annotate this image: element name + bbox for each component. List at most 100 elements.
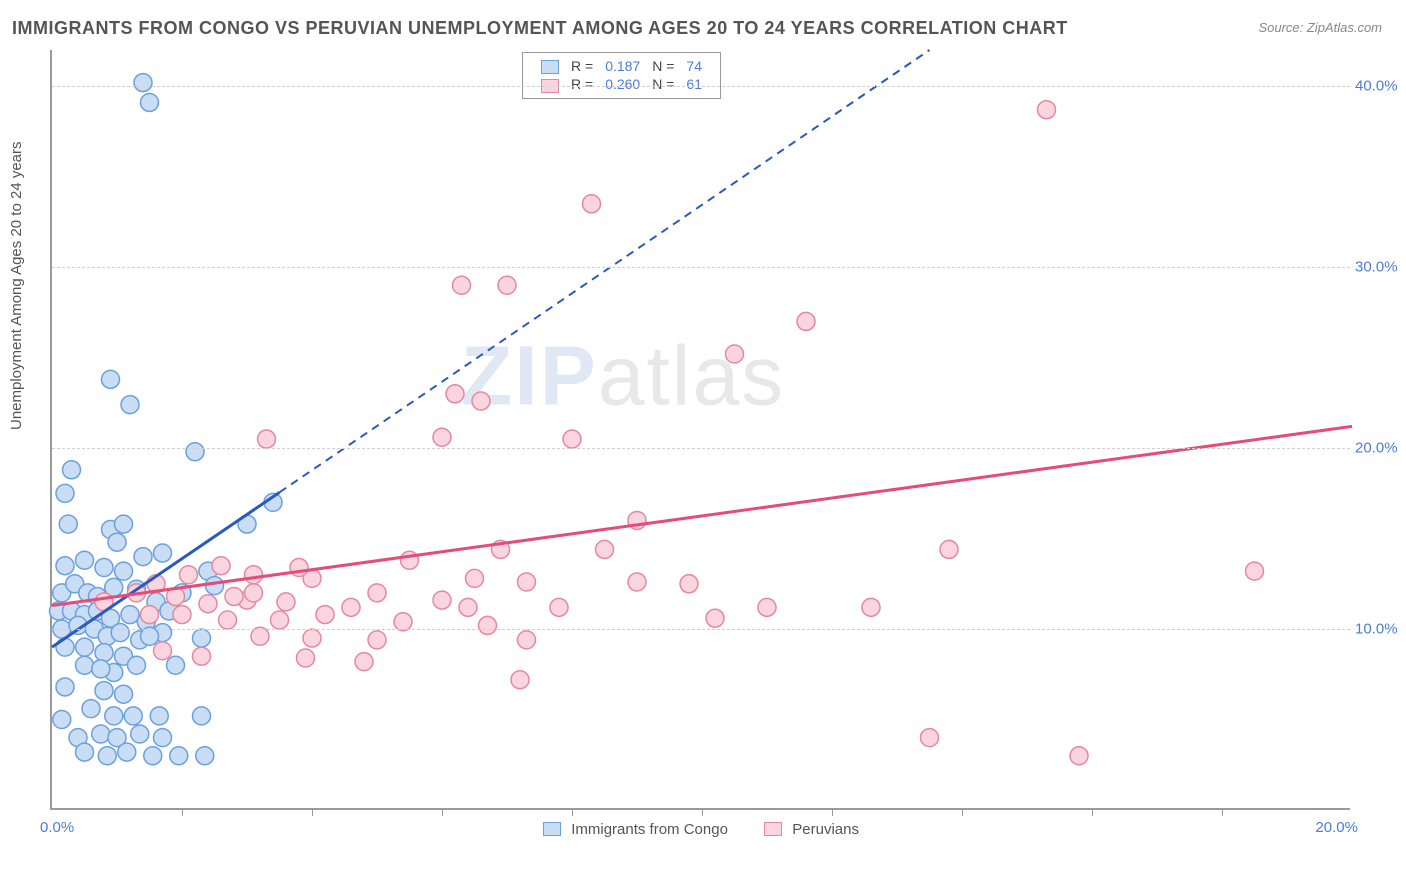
- r-value-1: 0.187: [599, 57, 646, 75]
- data-point: [921, 729, 939, 747]
- data-point: [193, 629, 211, 647]
- legend-item-series1: Immigrants from Congo: [543, 821, 728, 838]
- data-point: [111, 624, 129, 642]
- r-label-1: R =: [565, 57, 599, 75]
- data-point: [459, 598, 477, 616]
- data-point: [550, 598, 568, 616]
- data-point: [1038, 101, 1056, 119]
- data-point: [680, 575, 698, 593]
- n-value-1: 74: [680, 57, 708, 75]
- data-point: [472, 392, 490, 410]
- data-point: [76, 638, 94, 656]
- data-point: [173, 606, 191, 624]
- data-point: [56, 678, 74, 696]
- legend-label-series1: Immigrants from Congo: [571, 821, 728, 838]
- n-value-2: 61: [680, 75, 708, 93]
- data-point: [92, 725, 110, 743]
- data-point: [245, 584, 263, 602]
- data-point: [63, 461, 81, 479]
- x-tick: [572, 808, 573, 816]
- data-point: [121, 396, 139, 414]
- data-point: [82, 700, 100, 718]
- chart-container: IMMIGRANTS FROM CONGO VS PERUVIAN UNEMPL…: [0, 0, 1406, 892]
- chart-title: IMMIGRANTS FROM CONGO VS PERUVIAN UNEMPL…: [12, 18, 1068, 39]
- data-point: [433, 591, 451, 609]
- data-point: [583, 195, 601, 213]
- data-point: [518, 631, 536, 649]
- r-label-2: R =: [565, 75, 599, 93]
- data-point: [466, 569, 484, 587]
- legend-row-series2: R = 0.260 N = 61: [535, 75, 708, 93]
- n-label-1: N =: [646, 57, 680, 75]
- swatch-bottom-series2: [764, 822, 782, 836]
- data-point: [797, 312, 815, 330]
- data-point: [563, 430, 581, 448]
- y-tick-label: 30.0%: [1355, 259, 1406, 276]
- x-tick: [442, 808, 443, 816]
- data-point: [212, 557, 230, 575]
- data-point: [170, 747, 188, 765]
- data-point: [446, 385, 464, 403]
- data-point: [76, 551, 94, 569]
- data-point: [141, 606, 159, 624]
- gridline-h: [52, 86, 1350, 87]
- data-point: [144, 747, 162, 765]
- data-point: [76, 656, 94, 674]
- x-tick: [182, 808, 183, 816]
- data-point: [134, 74, 152, 92]
- gridline-h: [52, 267, 1350, 268]
- data-point: [479, 616, 497, 634]
- data-point: [225, 587, 243, 605]
- data-point: [303, 629, 321, 647]
- data-point: [245, 566, 263, 584]
- data-point: [277, 593, 295, 611]
- data-point: [196, 747, 214, 765]
- data-point: [134, 548, 152, 566]
- data-point: [56, 484, 74, 502]
- x-tick: [702, 808, 703, 816]
- data-point: [102, 370, 120, 388]
- plot-area: ZIPatlas R = 0.187 N = 74 R = 0.260 N = …: [50, 50, 1350, 810]
- data-point: [193, 707, 211, 725]
- x-tick: [962, 808, 963, 816]
- data-point: [53, 711, 71, 729]
- data-point: [368, 584, 386, 602]
- data-point: [186, 443, 204, 461]
- data-point: [758, 598, 776, 616]
- r-value-2: 0.260: [599, 75, 646, 93]
- data-point: [193, 647, 211, 665]
- data-point: [219, 611, 237, 629]
- data-point: [56, 557, 74, 575]
- data-point: [258, 430, 276, 448]
- n-label-2: N =: [646, 75, 680, 93]
- x-tick: [312, 808, 313, 816]
- data-point: [76, 743, 94, 761]
- data-point: [180, 566, 198, 584]
- y-axis-label: Unemployment Among Ages 20 to 24 years: [8, 141, 25, 430]
- data-point: [115, 515, 133, 533]
- data-point: [150, 707, 168, 725]
- data-point: [1246, 562, 1264, 580]
- y-tick-label: 10.0%: [1355, 621, 1406, 638]
- data-point: [297, 649, 315, 667]
- gridline-h: [52, 629, 1350, 630]
- legend-label-series2: Peruvians: [792, 821, 859, 838]
- swatch-series1: [541, 60, 559, 74]
- data-point: [862, 598, 880, 616]
- x-tick: [832, 808, 833, 816]
- data-point: [108, 533, 126, 551]
- swatch-bottom-series1: [543, 822, 561, 836]
- data-point: [940, 540, 958, 558]
- gridline-h: [52, 448, 1350, 449]
- data-point: [141, 93, 159, 111]
- data-point: [154, 729, 172, 747]
- correlation-legend: R = 0.187 N = 74 R = 0.260 N = 61: [522, 52, 721, 99]
- x-tick: [1222, 808, 1223, 816]
- data-point: [115, 685, 133, 703]
- series-legend: Immigrants from Congo Peruvians: [52, 821, 1350, 838]
- data-point: [121, 606, 139, 624]
- trend-line-dashed: [280, 50, 930, 492]
- data-point: [124, 707, 142, 725]
- data-point: [154, 642, 172, 660]
- data-point: [131, 725, 149, 743]
